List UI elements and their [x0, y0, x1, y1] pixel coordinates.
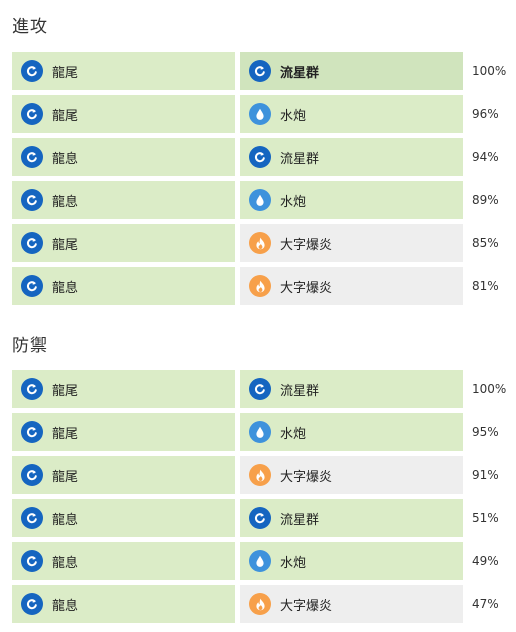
charged-move-cell[interactable]: 水炮 [240, 542, 463, 580]
charged-move-name: 流星群 [280, 65, 320, 81]
dragon-type-icon [249, 378, 271, 400]
moveset-row[interactable]: 龍尾 水炮 95% [12, 413, 516, 451]
moveset-percentage: 47% [472, 597, 499, 611]
dragon-type-icon [21, 464, 43, 486]
charged-move-name: 流星群 [280, 383, 320, 399]
charged-move-name: 水炮 [280, 108, 307, 124]
fast-move-cell[interactable]: 龍尾 [12, 413, 235, 451]
moveset-percentage: 49% [472, 554, 499, 568]
fast-move-cell[interactable]: 龍息 [12, 542, 235, 580]
moveset-row[interactable]: 龍尾 大字爆炎 85% [12, 224, 516, 262]
moveset-row[interactable]: 龍尾 流星群 100% [12, 370, 516, 408]
dragon-type-icon [21, 103, 43, 125]
charged-move-cell[interactable]: 大字爆炎 [240, 585, 463, 623]
dragon-type-icon [21, 378, 43, 400]
moveset-percentage: 89% [472, 193, 499, 207]
fast-move-name: 龍尾 [52, 469, 79, 485]
charged-move-name: 水炮 [280, 555, 307, 571]
fast-move-name: 龍尾 [52, 426, 79, 442]
charged-move-name: 水炮 [280, 426, 307, 442]
moveset-row[interactable]: 龍息 流星群 94% [12, 138, 516, 176]
moveset-percentage: 81% [472, 279, 499, 293]
fire-type-icon [249, 593, 271, 615]
dragon-type-icon [21, 593, 43, 615]
moveset-percentage: 85% [472, 236, 499, 250]
charged-move-name: 大字爆炎 [280, 598, 333, 614]
moveset-percentage: 95% [472, 425, 499, 439]
charged-move-name: 水炮 [280, 194, 307, 210]
moveset-percentage: 100% [472, 382, 507, 396]
fast-move-name: 龍尾 [52, 237, 79, 253]
fire-type-icon [249, 232, 271, 254]
fast-move-name: 龍息 [52, 194, 79, 210]
charged-move-cell[interactable]: 大字爆炎 [240, 267, 463, 305]
dragon-type-icon [249, 60, 271, 82]
moveset-row[interactable]: 龍尾 流星群 100% [12, 52, 516, 90]
dragon-type-icon [21, 550, 43, 572]
fast-move-name: 龍息 [52, 151, 79, 167]
moveset-percentage: 100% [472, 64, 507, 78]
dragon-type-icon [21, 232, 43, 254]
charged-move-cell[interactable]: 水炮 [240, 181, 463, 219]
moveset-percentage: 94% [472, 150, 499, 164]
charged-move-cell[interactable]: 流星群 [240, 370, 463, 408]
fast-move-name: 龍息 [52, 598, 79, 614]
fast-move-cell[interactable]: 龍尾 [12, 224, 235, 262]
charged-move-cell[interactable]: 流星群 [240, 52, 463, 90]
charged-move-name: 大字爆炎 [280, 469, 333, 485]
section-title: 防禦 [12, 336, 48, 356]
dragon-type-icon [21, 421, 43, 443]
dragon-type-icon [21, 275, 43, 297]
charged-move-cell[interactable]: 大字爆炎 [240, 224, 463, 262]
dragon-type-icon [21, 146, 43, 168]
moveset-row[interactable]: 龍尾 大字爆炎 91% [12, 456, 516, 494]
moveset-row[interactable]: 龍息 大字爆炎 81% [12, 267, 516, 305]
charged-move-cell[interactable]: 水炮 [240, 95, 463, 133]
fast-move-cell[interactable]: 龍尾 [12, 95, 235, 133]
moveset-row[interactable]: 龍尾 水炮 96% [12, 95, 516, 133]
fast-move-cell[interactable]: 龍息 [12, 138, 235, 176]
moveset-percentage: 91% [472, 468, 499, 482]
fast-move-name: 龍尾 [52, 108, 79, 124]
fast-move-cell[interactable]: 龍息 [12, 181, 235, 219]
charged-move-name: 流星群 [280, 151, 320, 167]
moveset-row[interactable]: 龍息 大字爆炎 47% [12, 585, 516, 623]
fast-move-name: 龍尾 [52, 383, 79, 399]
dragon-type-icon [21, 189, 43, 211]
dragon-type-icon [21, 507, 43, 529]
water-type-icon [249, 189, 271, 211]
dragon-type-icon [21, 60, 43, 82]
fire-type-icon [249, 464, 271, 486]
fast-move-cell[interactable]: 龍息 [12, 499, 235, 537]
fast-move-cell[interactable]: 龍息 [12, 585, 235, 623]
fast-move-cell[interactable]: 龍尾 [12, 456, 235, 494]
charged-move-name: 流星群 [280, 512, 320, 528]
water-type-icon [249, 421, 271, 443]
fast-move-name: 龍尾 [52, 65, 79, 81]
moveset-row[interactable]: 龍息 水炮 89% [12, 181, 516, 219]
fast-move-name: 龍息 [52, 280, 79, 296]
charged-move-cell[interactable]: 流星群 [240, 499, 463, 537]
fast-move-cell[interactable]: 龍尾 [12, 52, 235, 90]
fire-type-icon [249, 275, 271, 297]
fast-move-cell[interactable]: 龍息 [12, 267, 235, 305]
dragon-type-icon [249, 146, 271, 168]
moveset-row[interactable]: 龍息 水炮 49% [12, 542, 516, 580]
charged-move-name: 大字爆炎 [280, 280, 333, 296]
moveset-percentage: 96% [472, 107, 499, 121]
charged-move-cell[interactable]: 大字爆炎 [240, 456, 463, 494]
water-type-icon [249, 103, 271, 125]
fast-move-name: 龍息 [52, 555, 79, 571]
fast-move-name: 龍息 [52, 512, 79, 528]
moveset-percentage: 51% [472, 511, 499, 525]
water-type-icon [249, 550, 271, 572]
section-title: 進攻 [12, 17, 48, 37]
charged-move-cell[interactable]: 流星群 [240, 138, 463, 176]
dragon-type-icon [249, 507, 271, 529]
moveset-row[interactable]: 龍息 流星群 51% [12, 499, 516, 537]
fast-move-cell[interactable]: 龍尾 [12, 370, 235, 408]
charged-move-name: 大字爆炎 [280, 237, 333, 253]
charged-move-cell[interactable]: 水炮 [240, 413, 463, 451]
